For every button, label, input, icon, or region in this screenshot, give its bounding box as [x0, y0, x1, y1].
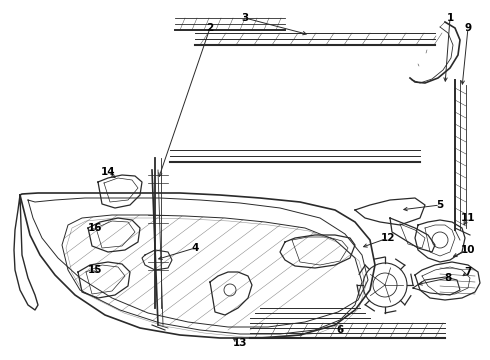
Text: 11: 11 — [461, 213, 475, 223]
Text: 16: 16 — [88, 223, 102, 233]
Text: 9: 9 — [465, 23, 471, 33]
Text: 2: 2 — [206, 23, 214, 33]
Text: 14: 14 — [100, 167, 115, 177]
Text: 15: 15 — [88, 265, 102, 275]
Text: 13: 13 — [233, 338, 247, 348]
Text: 3: 3 — [242, 13, 248, 23]
Text: 8: 8 — [444, 273, 452, 283]
Text: 1: 1 — [446, 13, 454, 23]
Text: 10: 10 — [461, 245, 475, 255]
Text: 4: 4 — [191, 243, 198, 253]
Text: 12: 12 — [381, 233, 395, 243]
Text: 7: 7 — [465, 267, 472, 277]
Text: 6: 6 — [336, 325, 343, 335]
Text: 5: 5 — [437, 200, 443, 210]
